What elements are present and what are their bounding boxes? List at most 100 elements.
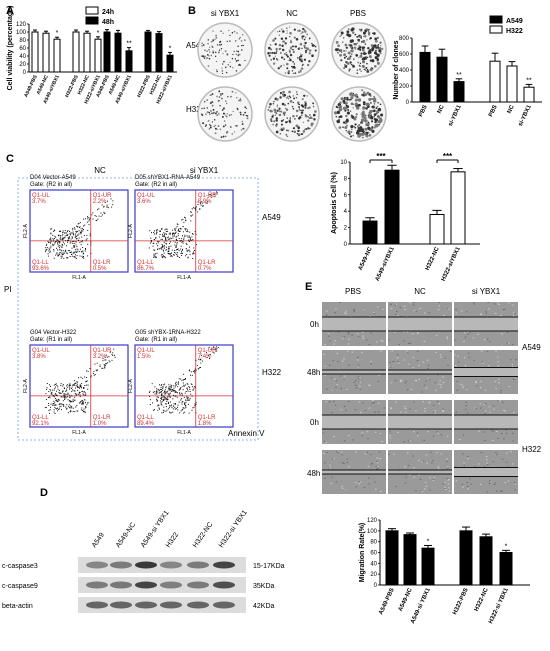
event-dot xyxy=(149,399,151,401)
colony xyxy=(291,130,294,133)
event-dot xyxy=(176,226,178,228)
event-dot xyxy=(45,249,47,251)
cell-texture xyxy=(498,304,500,306)
colony xyxy=(204,55,207,57)
event-dot xyxy=(182,412,184,414)
cell-texture xyxy=(495,350,497,352)
event-dot xyxy=(175,238,177,240)
colony xyxy=(219,128,222,131)
event-dot xyxy=(180,399,182,401)
colony xyxy=(226,40,228,43)
event-dot xyxy=(178,250,180,252)
bar xyxy=(144,31,152,73)
cell-texture xyxy=(416,360,419,362)
cell-texture xyxy=(447,479,449,481)
colony xyxy=(268,106,271,109)
event-dot xyxy=(164,257,166,259)
cell-texture xyxy=(360,412,362,414)
event-dot xyxy=(82,402,84,404)
event-dot xyxy=(173,385,175,387)
event-dot xyxy=(106,204,108,206)
event-dot xyxy=(56,253,58,255)
colony xyxy=(352,134,354,137)
colony xyxy=(305,51,307,53)
colony xyxy=(225,115,228,118)
cell-texture xyxy=(504,482,507,483)
colony xyxy=(300,133,303,136)
event-dot xyxy=(175,381,177,383)
colony xyxy=(367,31,371,35)
event-dot xyxy=(170,405,172,407)
colony xyxy=(274,55,276,57)
event-dot xyxy=(210,348,212,350)
flow-axis-y: FL2-A xyxy=(128,224,134,238)
colony xyxy=(298,133,301,136)
cell-texture xyxy=(390,408,392,410)
colony xyxy=(349,61,352,64)
event-dot xyxy=(103,205,105,207)
event-dot xyxy=(48,403,50,404)
event-dot xyxy=(176,236,178,238)
colony xyxy=(240,113,242,116)
colony xyxy=(366,122,370,126)
colony xyxy=(206,57,208,60)
colony xyxy=(348,132,351,135)
colony xyxy=(227,131,229,133)
cell-texture xyxy=(343,336,346,338)
colony xyxy=(283,114,286,117)
event-dot xyxy=(94,363,96,365)
colony xyxy=(288,49,291,51)
cell-texture xyxy=(437,374,439,376)
cell-texture xyxy=(455,365,457,367)
event-dot xyxy=(180,245,182,247)
event-dot xyxy=(164,256,166,258)
event-dot xyxy=(53,244,55,246)
event-dot xyxy=(71,386,73,388)
event-dot xyxy=(53,404,55,406)
event-dot xyxy=(83,408,85,410)
quadrant-ul-value: 3.8% xyxy=(32,354,46,360)
cell-texture xyxy=(446,435,449,437)
event-dot xyxy=(49,412,50,414)
event-dot xyxy=(188,239,190,241)
colony xyxy=(240,129,243,131)
event-dot xyxy=(199,358,201,360)
cell-texture xyxy=(419,478,422,480)
cell-texture xyxy=(475,381,477,382)
event-dot xyxy=(107,356,109,358)
cell-texture xyxy=(514,482,516,484)
event-dot xyxy=(163,400,165,402)
event-dot xyxy=(67,392,69,394)
cell-texture xyxy=(376,457,378,459)
colony xyxy=(368,50,371,53)
event-dot xyxy=(67,234,69,236)
event-dot xyxy=(64,250,66,252)
colony xyxy=(273,120,276,123)
event-dot xyxy=(64,235,66,237)
flow-axis-y: FL2-A xyxy=(23,379,29,393)
scratch-gap xyxy=(454,415,518,429)
event-dot xyxy=(83,388,85,389)
cell-texture xyxy=(428,378,430,380)
cell-texture xyxy=(340,387,342,389)
cell-texture xyxy=(336,352,339,354)
event-dot xyxy=(96,220,98,221)
event-dot xyxy=(72,389,74,391)
cell-texture xyxy=(416,333,419,335)
event-dot xyxy=(173,390,175,391)
cell-texture xyxy=(500,390,502,392)
event-dot xyxy=(69,396,71,398)
y-tick-label: 0 xyxy=(374,583,378,589)
event-dot xyxy=(56,400,58,402)
event-dot xyxy=(86,380,88,382)
cell-texture xyxy=(494,312,497,314)
colony xyxy=(346,111,350,115)
event-dot xyxy=(194,207,196,209)
event-dot xyxy=(172,229,173,231)
colony xyxy=(222,107,225,110)
significance-mark: * xyxy=(56,30,59,37)
event-dot xyxy=(84,385,86,386)
cell-texture xyxy=(334,340,336,342)
cell-texture xyxy=(501,490,503,492)
event-dot xyxy=(77,410,79,412)
